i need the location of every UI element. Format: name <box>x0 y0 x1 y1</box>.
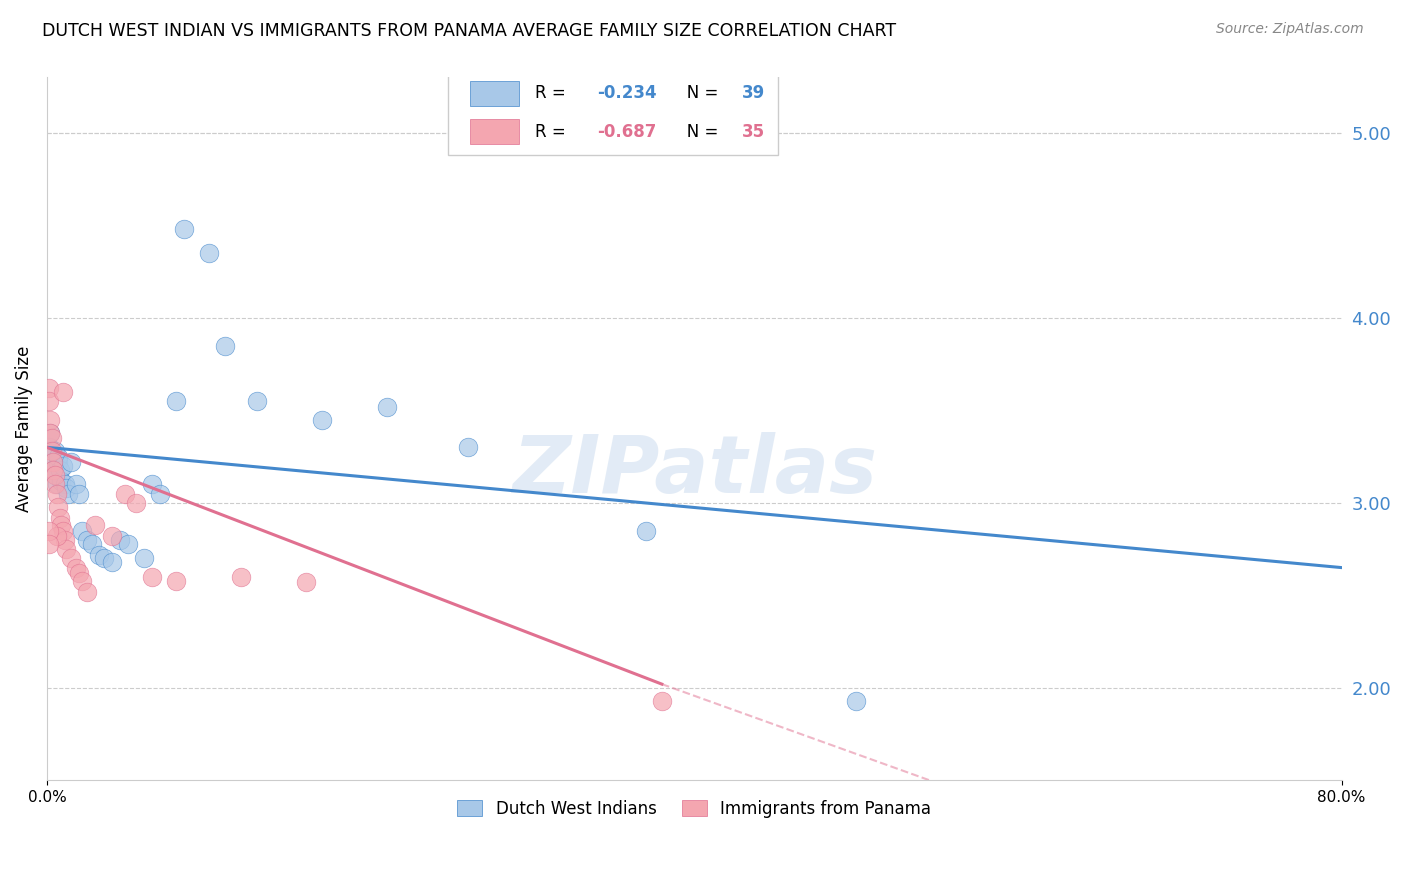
Point <box>87 548 110 562</box>
Point <box>93 551 115 566</box>
FancyBboxPatch shape <box>449 74 779 154</box>
Point <box>67 566 90 581</box>
Point <box>82 536 104 550</box>
Text: ZIPatlas: ZIPatlas <box>512 432 877 510</box>
Point <box>100 555 122 569</box>
Text: N =: N = <box>671 122 724 141</box>
Point <box>108 533 131 547</box>
Point <box>311 412 333 426</box>
Point <box>45 529 67 543</box>
Point <box>65 560 87 574</box>
Y-axis label: Average Family Size: Average Family Size <box>15 346 32 512</box>
Point <box>141 477 163 491</box>
Point <box>45 486 67 500</box>
Point <box>39 425 62 440</box>
Point <box>46 455 69 469</box>
Point <box>38 394 60 409</box>
Point <box>38 536 60 550</box>
Point <box>214 338 236 352</box>
Point <box>60 455 83 469</box>
Point <box>52 458 75 473</box>
Point <box>295 575 318 590</box>
Point <box>634 524 657 538</box>
Point <box>39 412 62 426</box>
Point <box>38 441 60 455</box>
Point <box>76 533 98 547</box>
Point <box>45 477 67 491</box>
Text: N =: N = <box>671 84 724 103</box>
Point <box>132 551 155 566</box>
Point <box>246 394 269 409</box>
Point <box>55 542 77 557</box>
Point <box>72 574 94 588</box>
Point <box>42 462 65 476</box>
Text: R =: R = <box>534 122 571 141</box>
Point <box>197 246 219 260</box>
Point <box>49 462 72 476</box>
Point <box>38 524 60 538</box>
Point <box>52 524 75 538</box>
Point <box>845 694 868 708</box>
Point <box>41 455 63 469</box>
Text: 35: 35 <box>742 122 765 141</box>
Point <box>165 574 187 588</box>
Text: -0.234: -0.234 <box>598 84 657 103</box>
Point <box>53 533 76 547</box>
Point <box>100 529 122 543</box>
Point <box>67 486 90 500</box>
Point <box>49 510 72 524</box>
FancyBboxPatch shape <box>470 80 519 106</box>
Point <box>60 551 83 566</box>
Point <box>125 496 148 510</box>
Point <box>46 500 69 514</box>
Point <box>42 462 65 476</box>
Point <box>46 450 69 464</box>
Point <box>39 425 62 440</box>
Point <box>55 481 77 495</box>
Point <box>84 518 107 533</box>
Point <box>141 570 163 584</box>
Text: R =: R = <box>534 84 571 103</box>
Point <box>53 477 76 491</box>
Point <box>41 431 63 445</box>
Text: 39: 39 <box>742 84 765 103</box>
Point <box>165 394 187 409</box>
Text: -0.687: -0.687 <box>598 122 657 141</box>
Point <box>44 477 66 491</box>
Point <box>76 584 98 599</box>
Point <box>44 444 66 458</box>
Text: Source: ZipAtlas.com: Source: ZipAtlas.com <box>1216 22 1364 37</box>
Point <box>51 518 73 533</box>
Point <box>44 468 66 483</box>
Point <box>38 381 60 395</box>
Point <box>229 570 252 584</box>
Point <box>44 468 66 483</box>
Point <box>117 536 139 550</box>
Text: DUTCH WEST INDIAN VS IMMIGRANTS FROM PANAMA AVERAGE FAMILY SIZE CORRELATION CHAR: DUTCH WEST INDIAN VS IMMIGRANTS FROM PAN… <box>42 22 896 40</box>
Point <box>56 486 79 500</box>
Point <box>375 400 398 414</box>
Point <box>457 441 479 455</box>
Point <box>72 524 94 538</box>
Legend: Dutch West Indians, Immigrants from Panama: Dutch West Indians, Immigrants from Pana… <box>451 793 938 825</box>
Point <box>65 477 87 491</box>
Point <box>52 384 75 399</box>
Point <box>149 486 172 500</box>
Point <box>173 222 195 236</box>
FancyBboxPatch shape <box>470 119 519 145</box>
Point <box>651 694 673 708</box>
Point <box>41 444 63 458</box>
Point <box>51 474 73 488</box>
Point <box>42 455 65 469</box>
Point <box>114 486 136 500</box>
